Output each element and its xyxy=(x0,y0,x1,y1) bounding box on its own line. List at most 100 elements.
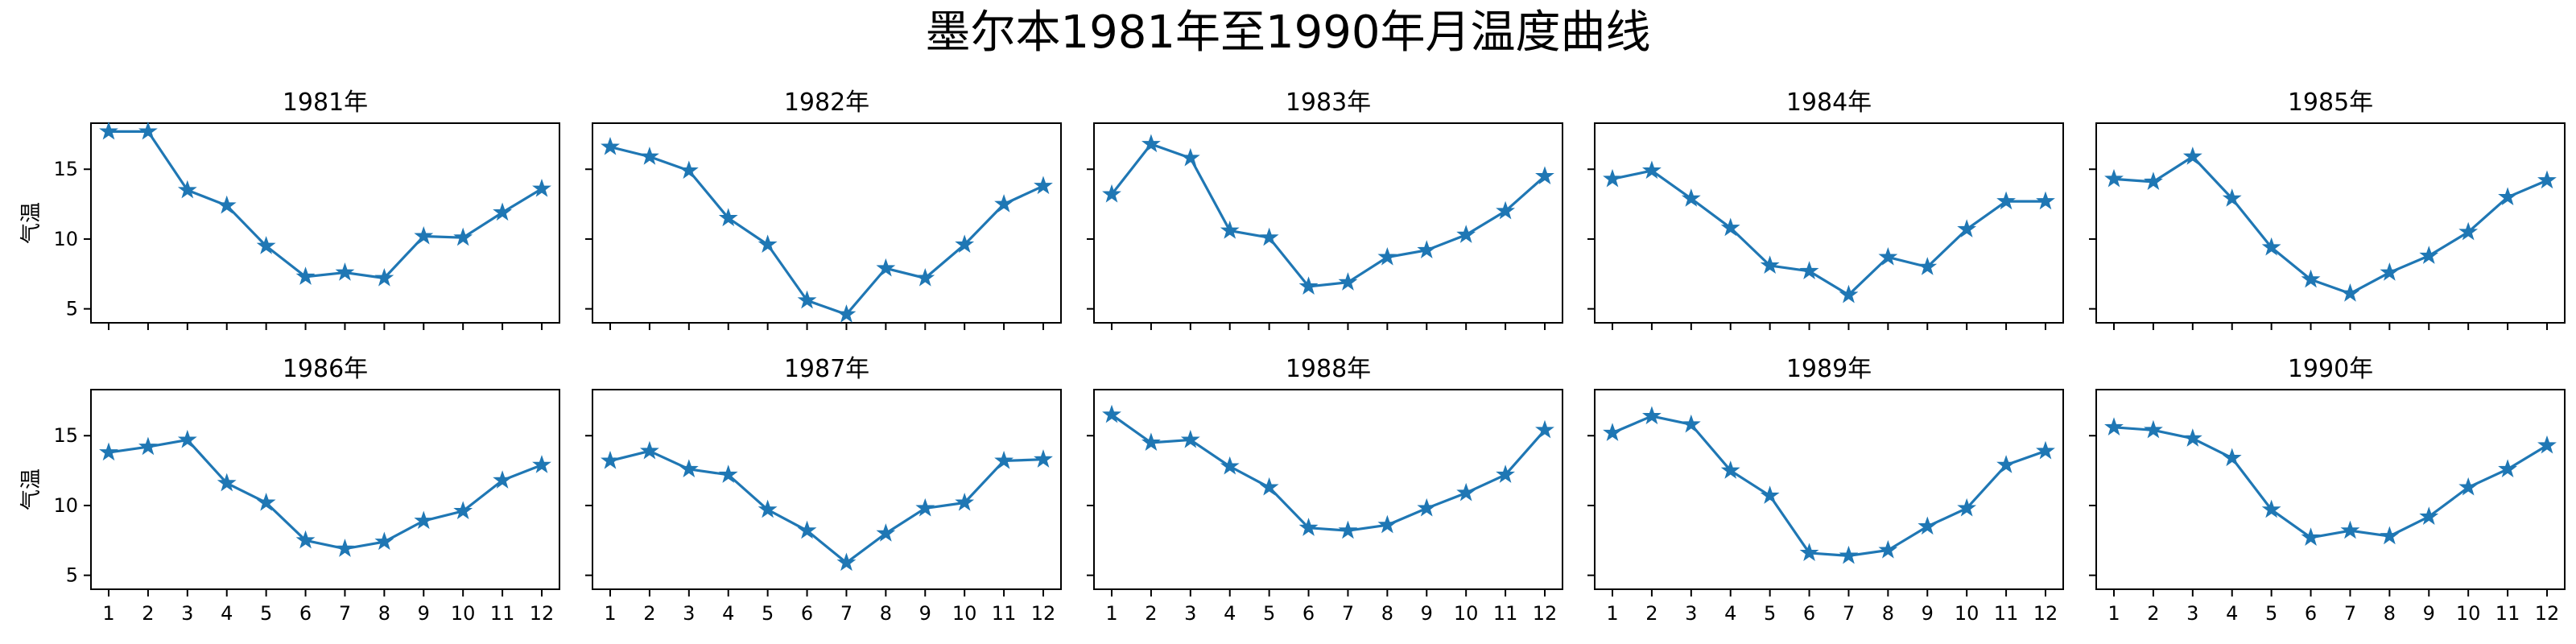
y-axis-label: 气温 xyxy=(19,469,43,510)
x-tick-label: 3 xyxy=(683,602,695,625)
data-point xyxy=(256,492,276,511)
data-point xyxy=(1377,246,1397,266)
data-point xyxy=(2104,417,2124,436)
x-tick-label: 10 xyxy=(2456,602,2481,625)
data-point xyxy=(797,520,817,539)
data-point xyxy=(915,267,935,287)
data-point xyxy=(1996,191,2016,210)
data-point xyxy=(2261,237,2281,256)
data-point xyxy=(2380,526,2400,545)
subplot-4: 1984年 xyxy=(1587,89,2064,330)
data-point xyxy=(1141,134,1161,153)
x-tick-label: 4 xyxy=(1224,602,1236,625)
x-tick-label: 8 xyxy=(1882,602,1894,625)
x-tick-label: 6 xyxy=(2305,602,2317,625)
axes-frame xyxy=(1093,122,1563,324)
x-tick-label: 9 xyxy=(1922,602,1934,625)
data-point xyxy=(2301,269,2321,288)
data-point xyxy=(256,236,276,254)
x-tick-label: 5 xyxy=(762,602,774,625)
data-point xyxy=(1220,456,1240,475)
data-point xyxy=(1034,175,1053,195)
data-point xyxy=(1760,485,1780,504)
subplot-title: 1982年 xyxy=(784,89,869,117)
x-tick-label: 12 xyxy=(2033,602,2058,625)
subplot-title: 1987年 xyxy=(784,355,869,383)
data-point xyxy=(1839,284,1859,303)
data-point xyxy=(1338,272,1358,291)
subplot-title: 1988年 xyxy=(1286,355,1371,383)
data-point xyxy=(797,290,817,309)
y-tick-label: 5 xyxy=(66,298,78,320)
x-tick-label: 12 xyxy=(2535,602,2560,625)
data-point xyxy=(1681,414,1701,433)
data-point xyxy=(679,459,699,477)
data-point xyxy=(335,539,355,557)
data-point xyxy=(414,510,434,530)
x-tick-label: 1 xyxy=(1105,602,1117,625)
data-point xyxy=(2498,187,2517,206)
x-tick-label: 10 xyxy=(952,602,977,625)
y-tick-label: 15 xyxy=(53,424,78,447)
data-point xyxy=(1338,520,1358,539)
x-tick-label: 6 xyxy=(299,602,312,625)
data-point xyxy=(1760,255,1780,275)
data-point xyxy=(1996,455,2016,473)
axes-frame xyxy=(1594,122,2064,324)
data-point xyxy=(994,194,1013,213)
axes-frame xyxy=(2095,389,2566,590)
data-point xyxy=(532,455,551,473)
data-point xyxy=(1603,423,1622,441)
data-point xyxy=(876,258,896,277)
x-tick-label: 7 xyxy=(840,602,852,625)
subplot-2: 1982年 xyxy=(585,89,1062,330)
data-point xyxy=(955,492,975,511)
data-point xyxy=(2380,262,2400,281)
data-point xyxy=(177,429,197,448)
x-tick-label: 2 xyxy=(1145,602,1157,625)
data-point xyxy=(955,234,975,254)
axes-frame xyxy=(2095,122,2566,324)
data-point xyxy=(1918,516,1938,535)
data-point xyxy=(2301,527,2321,546)
axes-frame xyxy=(90,389,560,590)
data-point xyxy=(1641,160,1662,180)
data-point xyxy=(295,530,316,549)
data-point xyxy=(493,470,512,489)
data-point xyxy=(1456,482,1476,502)
data-point xyxy=(217,195,237,214)
series-line xyxy=(1111,413,1546,532)
data-point xyxy=(876,523,896,542)
data-point xyxy=(640,440,659,460)
y-tick-label: 10 xyxy=(53,494,78,517)
x-tick-label: 12 xyxy=(530,602,555,625)
series-line xyxy=(1110,142,1546,288)
data-point xyxy=(2222,448,2242,467)
x-tick-label: 7 xyxy=(1342,602,1354,625)
data-point xyxy=(1642,406,1662,425)
data-point xyxy=(1180,147,1200,167)
series-line xyxy=(108,438,543,551)
series-line xyxy=(609,145,1044,316)
subplot-5: 1985年 xyxy=(2089,89,2566,330)
data-point xyxy=(1298,276,1319,295)
data-point xyxy=(1957,219,1977,237)
data-point xyxy=(414,225,434,245)
series-line xyxy=(1612,169,2046,296)
data-point xyxy=(374,531,394,551)
subplot-1: 1981年 5 10 15 气温 xyxy=(19,89,560,330)
x-tick-label: 3 xyxy=(1685,602,1697,625)
y-axis-label: 气温 xyxy=(19,202,43,244)
data-point xyxy=(2419,246,2439,264)
subplot-title: 1989年 xyxy=(1786,355,1872,383)
data-point xyxy=(1417,240,1437,258)
data-point xyxy=(836,552,857,572)
x-tick-label: 11 xyxy=(1994,602,2019,625)
data-point xyxy=(2340,520,2360,539)
data-point xyxy=(1720,217,1740,237)
data-point xyxy=(1681,188,1701,207)
data-point xyxy=(99,121,118,140)
data-point xyxy=(217,473,237,492)
